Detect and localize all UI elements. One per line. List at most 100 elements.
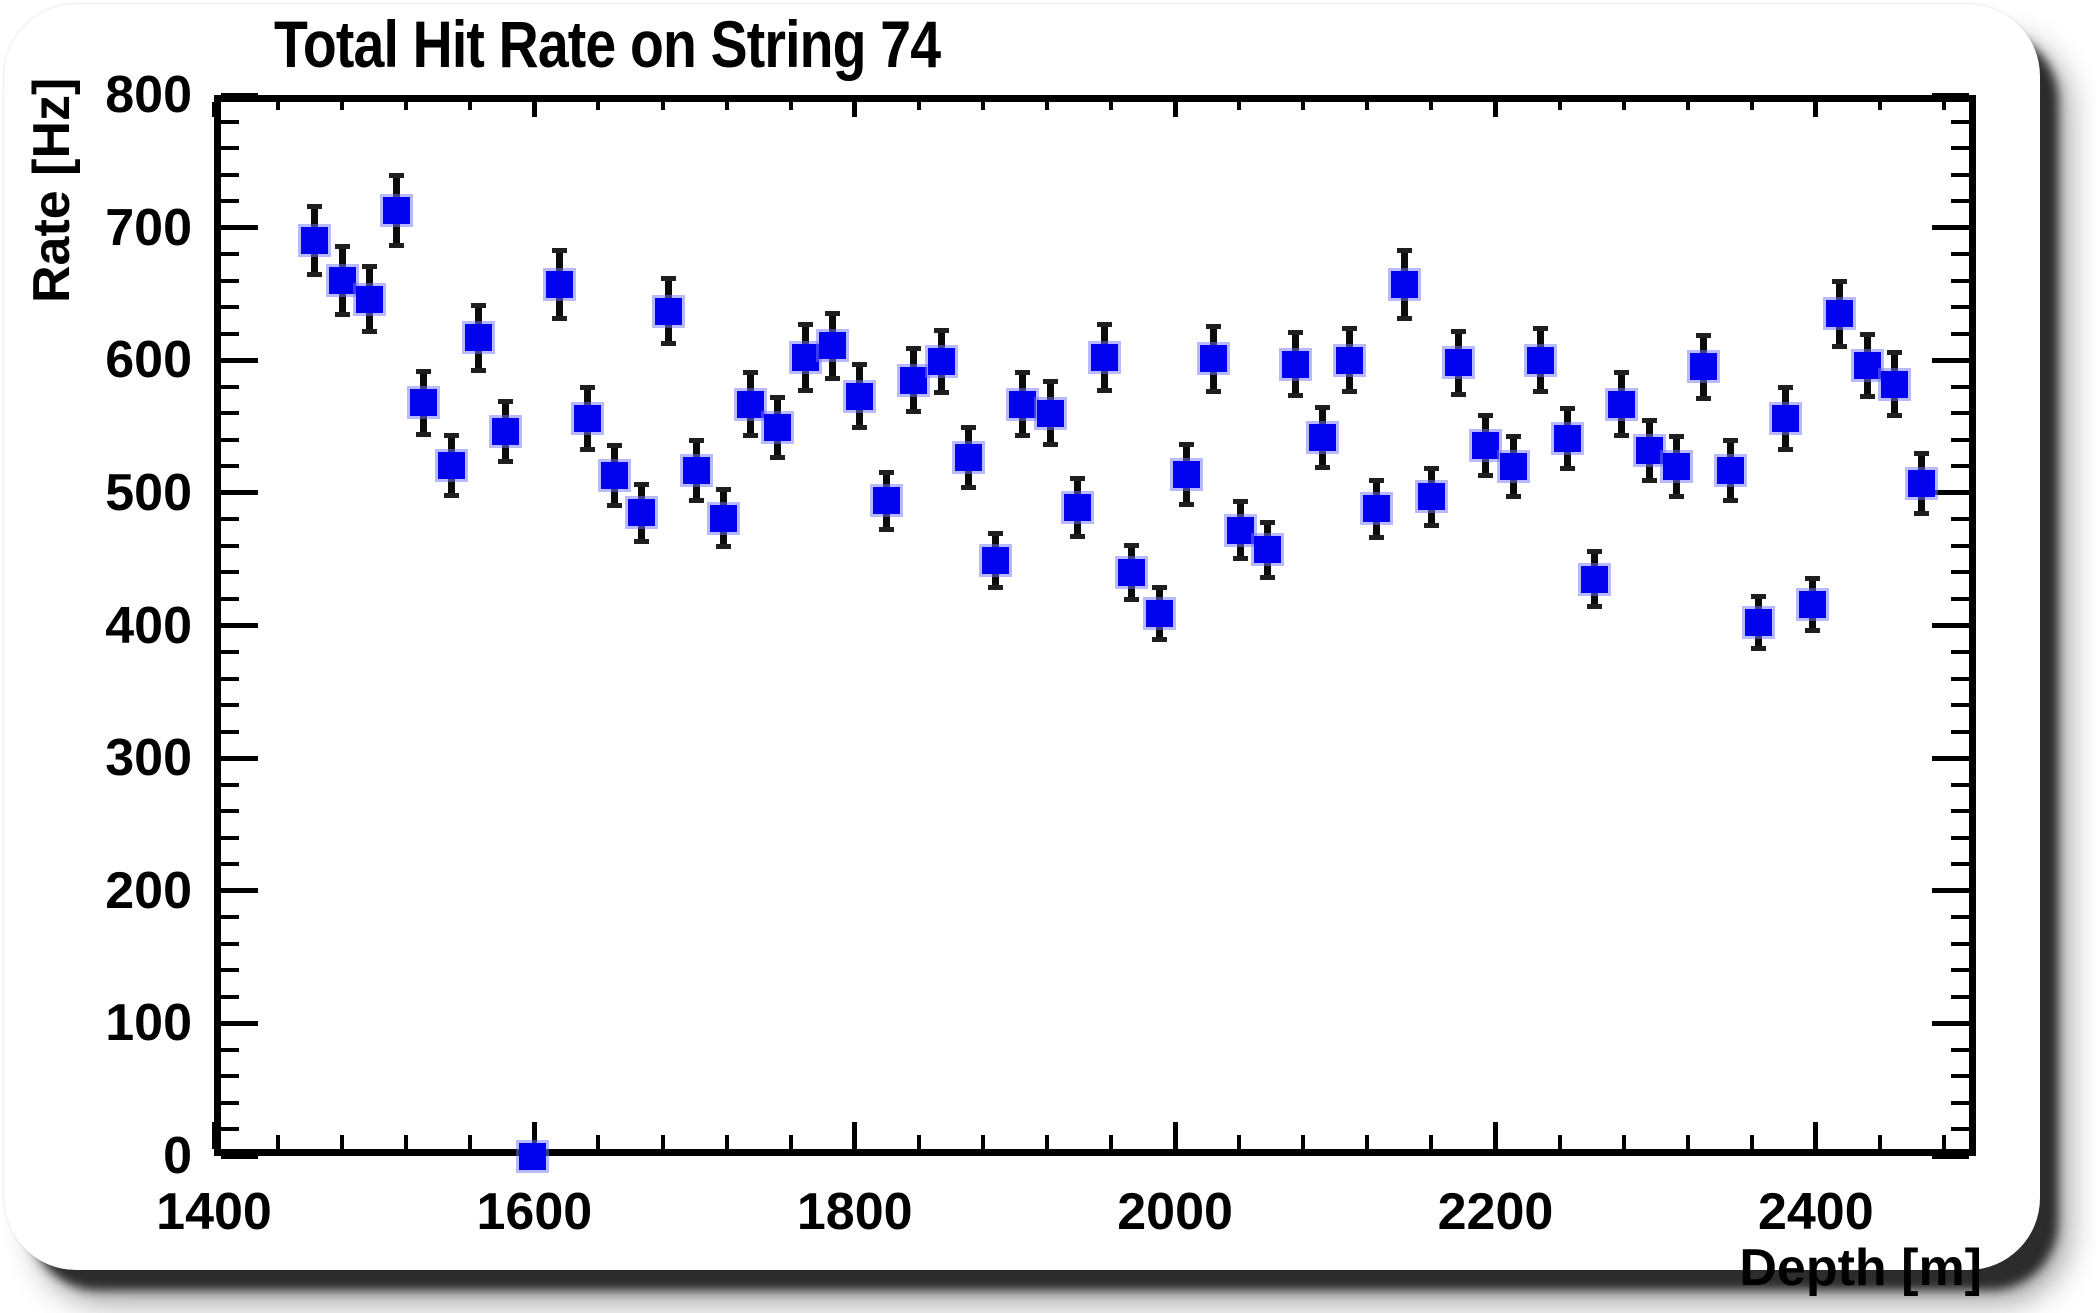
data-point-marker — [1363, 495, 1391, 523]
error-bar-cap — [906, 408, 922, 414]
x-minor-tick — [1109, 102, 1114, 110]
y-minor-tick — [221, 517, 239, 522]
error-bar-cap — [1124, 542, 1140, 548]
error-bar-cap — [1532, 389, 1548, 395]
error-bar-cap — [1560, 466, 1576, 471]
x-minor-tick — [1429, 1135, 1434, 1149]
error-bar-cap — [1641, 477, 1657, 483]
error-bar-cap — [715, 486, 731, 492]
x-minor-tick — [1685, 1135, 1690, 1149]
error-bar-cap — [361, 329, 377, 335]
x-minor-tick — [1941, 102, 1946, 110]
x-axis-title: Depth [m] — [1739, 1239, 1982, 1297]
error-bar-cap — [1914, 511, 1930, 517]
error-bar-cap — [1178, 441, 1194, 447]
error-bar-cap — [1723, 437, 1739, 443]
data-point-marker — [1526, 346, 1554, 374]
x-major-tick — [1813, 1122, 1819, 1149]
error-bar-cap — [1423, 523, 1439, 529]
y-minor-tick — [221, 835, 239, 840]
x-minor-tick — [404, 1135, 409, 1149]
data-point-marker — [655, 297, 683, 325]
error-bar-cap — [1042, 442, 1058, 448]
data-point-marker — [492, 418, 520, 446]
y-minor-tick — [221, 384, 239, 389]
x-minor-tick — [1237, 102, 1242, 110]
x-minor-tick — [660, 1135, 665, 1149]
x-major-tick — [1492, 102, 1498, 117]
x-minor-tick — [468, 102, 473, 110]
y-minor-tick — [221, 437, 239, 442]
y-minor-tick — [221, 146, 239, 151]
error-bar-cap — [879, 469, 895, 475]
error-bar-cap — [960, 484, 976, 490]
y-minor-tick — [221, 994, 239, 999]
error-bar-cap — [852, 362, 868, 368]
chart-title-text: Total Hit Rate on String 74 — [274, 7, 941, 81]
error-bar-cap — [1750, 594, 1766, 600]
data-point-marker — [1499, 452, 1527, 480]
x-major-tick — [1172, 102, 1178, 117]
data-point-marker — [1472, 431, 1500, 459]
error-bar-cap — [1587, 603, 1603, 609]
x-minor-tick — [1044, 102, 1049, 110]
error-bar-cap — [1668, 433, 1684, 439]
error-bar-cap — [1805, 627, 1821, 633]
error-bar-cap — [824, 375, 840, 381]
y-minor-tick — [1951, 517, 1969, 522]
data-point-marker — [1118, 558, 1146, 586]
data-point-marker — [1554, 424, 1582, 452]
y-minor-tick — [1951, 543, 1969, 548]
error-bar-cap — [1587, 549, 1603, 555]
data-point-marker — [791, 344, 819, 372]
y-minor-tick — [221, 278, 239, 283]
y-minor-tick — [221, 915, 239, 920]
error-bar-cap — [1287, 393, 1303, 399]
x-minor-tick — [1365, 102, 1370, 110]
data-point-marker — [1445, 349, 1473, 377]
error-bar-cap — [1287, 330, 1303, 336]
data-point-marker — [600, 462, 628, 490]
y-tick-label: 600 — [105, 331, 192, 390]
error-bar-cap — [1151, 637, 1167, 643]
y-major-tick — [221, 755, 258, 761]
data-point-marker — [1771, 405, 1799, 433]
x-major-tick — [211, 102, 217, 117]
error-bar-cap — [1396, 316, 1412, 322]
x-minor-tick — [1365, 1135, 1370, 1149]
error-bar-cap — [1069, 533, 1085, 539]
y-minor-tick — [221, 543, 239, 548]
data-point-marker — [1581, 565, 1609, 593]
error-bar-cap — [1178, 501, 1194, 507]
data-point-marker — [328, 267, 356, 295]
error-bar-cap — [1069, 476, 1085, 482]
x-minor-tick — [724, 102, 729, 110]
error-bar-cap — [1614, 432, 1630, 438]
data-point-marker — [383, 196, 411, 224]
error-bar-cap — [307, 204, 323, 210]
y-minor-tick — [1951, 305, 1969, 310]
error-bar-cap — [361, 264, 377, 270]
y-minor-tick — [221, 809, 239, 814]
error-bar-cap — [1342, 326, 1358, 332]
y-minor-tick — [1951, 968, 1969, 973]
error-bar-cap — [1859, 331, 1875, 337]
x-minor-tick — [404, 102, 409, 110]
y-major-tick — [1932, 755, 1969, 761]
y-major-tick — [221, 888, 258, 894]
error-bar-cap — [416, 431, 432, 437]
y-minor-tick — [221, 305, 239, 310]
data-point-marker — [1336, 346, 1364, 374]
y-major-tick — [221, 357, 258, 363]
x-minor-tick — [1749, 1135, 1754, 1149]
data-point-marker — [1908, 470, 1936, 498]
error-bar-cap — [1206, 323, 1222, 329]
x-minor-tick — [1749, 102, 1754, 110]
data-point-marker — [1227, 516, 1255, 544]
y-major-tick — [221, 623, 258, 628]
y-minor-tick — [1951, 703, 1969, 708]
data-point-marker — [410, 389, 438, 417]
y-minor-tick — [1951, 437, 1969, 442]
error-bar-cap — [688, 437, 704, 443]
y-minor-tick — [1951, 384, 1969, 389]
